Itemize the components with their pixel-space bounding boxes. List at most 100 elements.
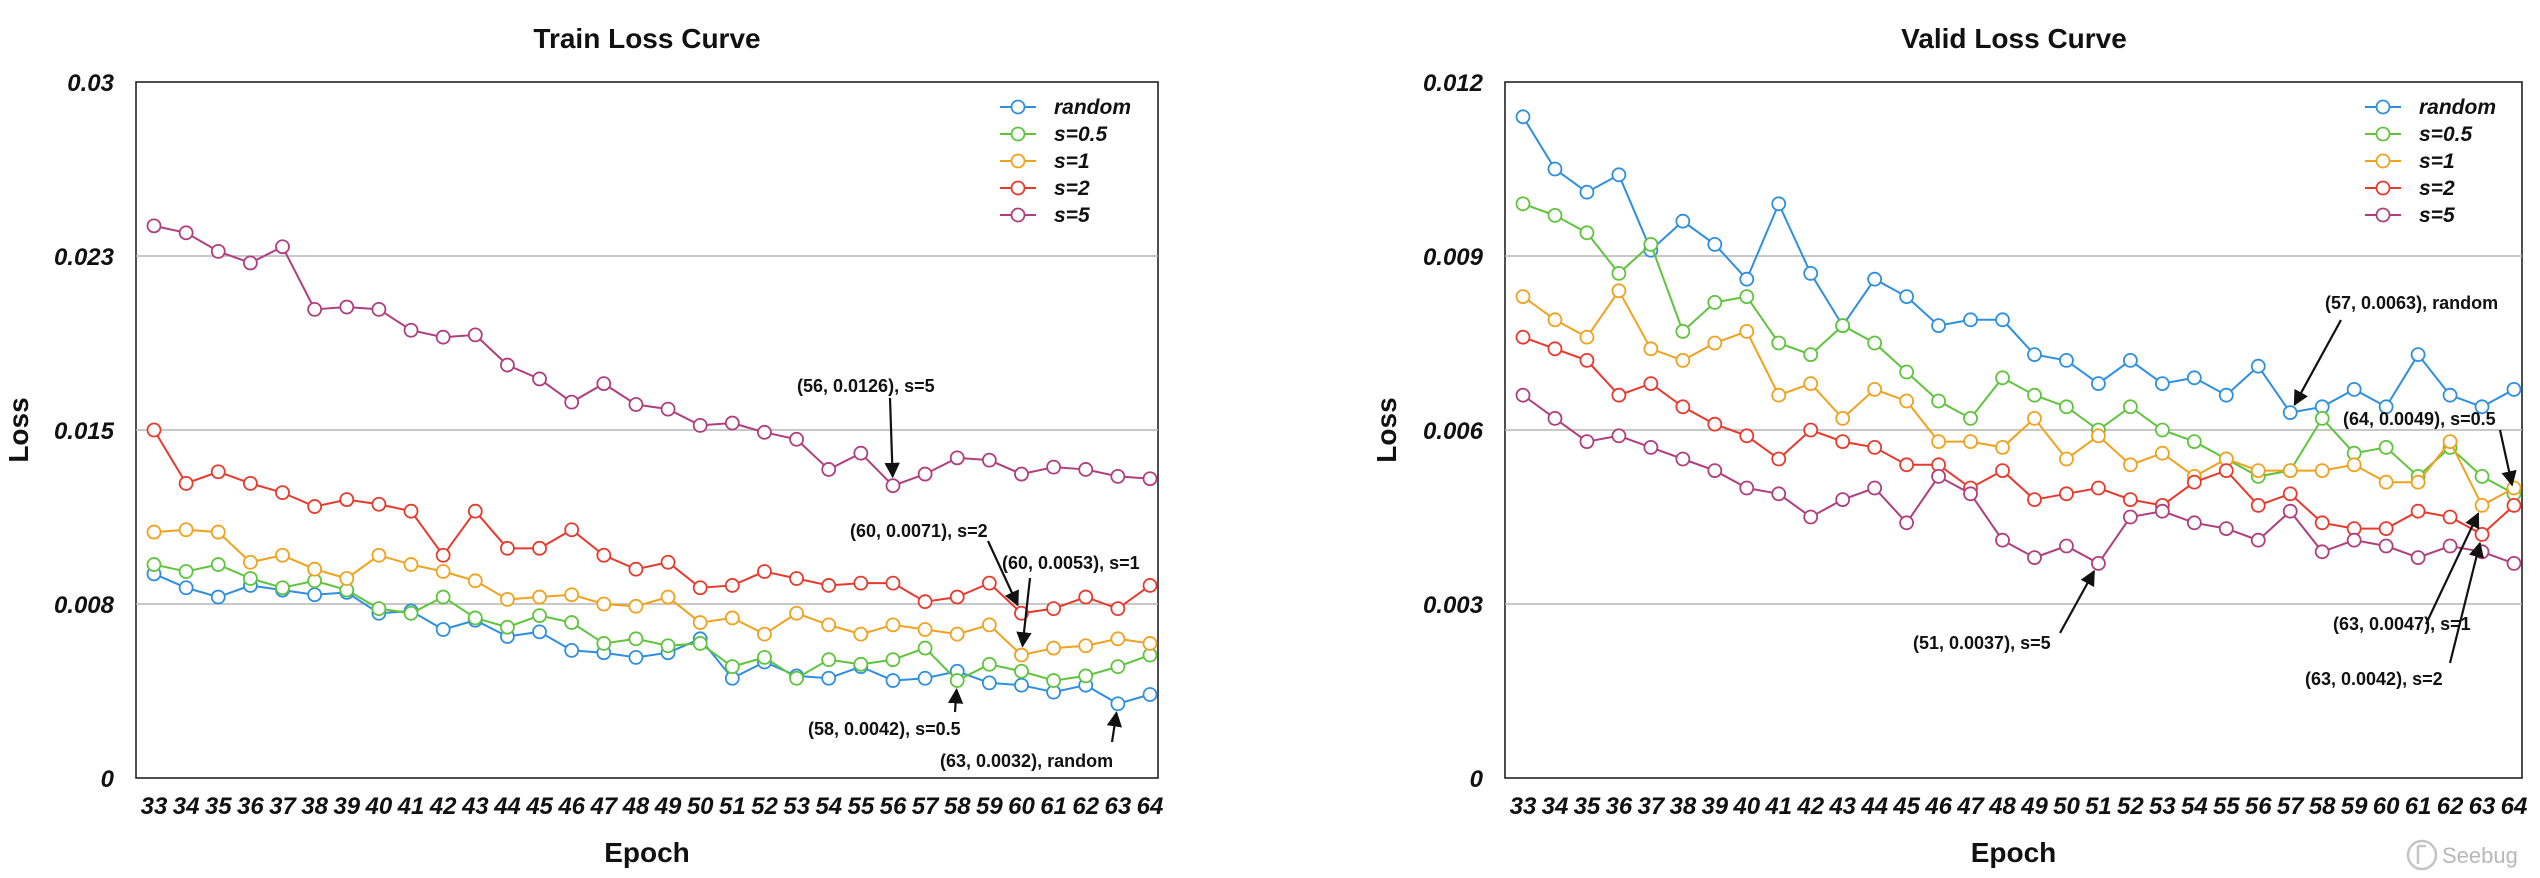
data-point bbox=[1078, 638, 1094, 654]
data-point bbox=[2218, 463, 2234, 479]
data-point bbox=[1675, 323, 1691, 339]
annotation-arrow bbox=[1106, 711, 1123, 743]
legend-label: s=2 bbox=[2419, 177, 2455, 200]
data-point bbox=[2122, 399, 2138, 415]
data-point bbox=[2091, 556, 2106, 571]
data-point bbox=[692, 615, 708, 630]
data-point bbox=[1835, 318, 1851, 334]
annotation-label: (58, 0.0042), s=0.5 bbox=[808, 719, 961, 739]
data-point bbox=[532, 371, 547, 387]
legend-swatch-marker bbox=[1010, 207, 1026, 223]
data-point bbox=[467, 610, 483, 626]
chart-title: Train Loss Curve bbox=[533, 23, 760, 54]
data-point bbox=[821, 617, 837, 633]
x-tick-label: 57 bbox=[2277, 793, 2305, 820]
data-point bbox=[1611, 283, 1627, 299]
annotation-label: (60, 0.0071), s=2 bbox=[850, 521, 988, 541]
x-axis-label: Epoch bbox=[604, 837, 690, 868]
data-point bbox=[1579, 184, 1595, 200]
x-tick-label: 40 bbox=[365, 793, 393, 820]
data-point bbox=[435, 589, 451, 605]
data-point bbox=[1995, 370, 2010, 386]
data-point bbox=[1046, 459, 1062, 475]
x-tick-label: 55 bbox=[847, 793, 874, 820]
x-tick-label: 34 bbox=[173, 793, 200, 820]
data-point bbox=[1995, 463, 2010, 479]
x-tick-label: 63 bbox=[2469, 793, 2496, 820]
data-point bbox=[146, 524, 162, 540]
data-point bbox=[1611, 387, 1627, 403]
x-tick-label: 47 bbox=[589, 793, 618, 820]
data-point bbox=[2186, 474, 2202, 490]
data-point bbox=[1867, 439, 1883, 455]
data-point bbox=[1142, 471, 1158, 487]
data-point bbox=[2442, 538, 2458, 554]
legend-swatch-marker bbox=[1010, 180, 1026, 196]
annotation-arrow bbox=[947, 688, 964, 713]
data-point bbox=[500, 357, 515, 373]
data-point bbox=[660, 401, 676, 417]
annotation-arrow bbox=[884, 397, 900, 479]
x-tick-label: 52 bbox=[2117, 793, 2144, 820]
data-point bbox=[2506, 497, 2522, 513]
legend-label: random bbox=[1054, 96, 1131, 119]
data-point bbox=[596, 376, 612, 392]
x-tick-label: 52 bbox=[751, 793, 778, 820]
annotation: (63, 0.0042), s=2 bbox=[2305, 541, 2484, 689]
data-point bbox=[467, 573, 483, 589]
data-point bbox=[371, 601, 387, 617]
data-point bbox=[757, 649, 772, 665]
data-point bbox=[1835, 410, 1851, 426]
data-point bbox=[2186, 434, 2202, 450]
data-point bbox=[178, 564, 194, 579]
legend-label: s=0.5 bbox=[2419, 123, 2472, 146]
data-point bbox=[307, 587, 323, 603]
x-tick-label: 58 bbox=[944, 793, 971, 820]
data-point bbox=[1515, 387, 1531, 403]
data-point bbox=[242, 255, 258, 271]
data-point bbox=[275, 547, 290, 563]
data-point bbox=[1014, 647, 1029, 663]
legend-entry: s=0.5 bbox=[2365, 123, 2472, 146]
data-point bbox=[210, 524, 226, 540]
legend-entry: s=5 bbox=[2365, 204, 2455, 227]
annotation-arrow bbox=[2059, 569, 2096, 634]
data-point bbox=[435, 329, 451, 345]
data-point bbox=[1739, 480, 1755, 496]
x-tick-label: 44 bbox=[1860, 793, 1888, 820]
data-point bbox=[2122, 492, 2138, 508]
data-point bbox=[1995, 439, 2010, 455]
data-point bbox=[660, 554, 676, 570]
x-tick-label: 61 bbox=[2405, 793, 2432, 820]
data-point bbox=[2282, 405, 2298, 421]
annotation-label: (57, 0.0063), random bbox=[2325, 293, 2498, 313]
data-point bbox=[2154, 422, 2170, 438]
data-point bbox=[1771, 486, 1787, 502]
data-point bbox=[1899, 364, 1915, 380]
data-point bbox=[1110, 601, 1126, 617]
data-point bbox=[242, 554, 258, 570]
data-point bbox=[2059, 538, 2074, 554]
annotation-label: (63, 0.0042), s=2 bbox=[2305, 669, 2443, 689]
data-point bbox=[275, 485, 290, 501]
data-point bbox=[1739, 289, 1755, 305]
data-point bbox=[1547, 207, 1563, 223]
x-tick-label: 59 bbox=[2341, 793, 2368, 820]
series-s-1 bbox=[146, 522, 1158, 663]
legend-swatch-marker bbox=[1010, 153, 1026, 169]
y-tick-label: 0 bbox=[1470, 766, 1484, 793]
data-point bbox=[371, 496, 387, 512]
data-point bbox=[1995, 312, 2010, 328]
data-point bbox=[1547, 410, 1563, 426]
data-point bbox=[949, 673, 965, 688]
data-point bbox=[1739, 428, 1755, 444]
data-point bbox=[1899, 515, 1915, 531]
data-point bbox=[1931, 468, 1946, 484]
annotation-arrow bbox=[2448, 541, 2484, 664]
data-point bbox=[853, 656, 869, 672]
data-point bbox=[660, 589, 676, 605]
annotation: (56, 0.0126), s=5 bbox=[797, 376, 935, 479]
data-point bbox=[1899, 457, 1915, 473]
data-point bbox=[371, 547, 387, 563]
